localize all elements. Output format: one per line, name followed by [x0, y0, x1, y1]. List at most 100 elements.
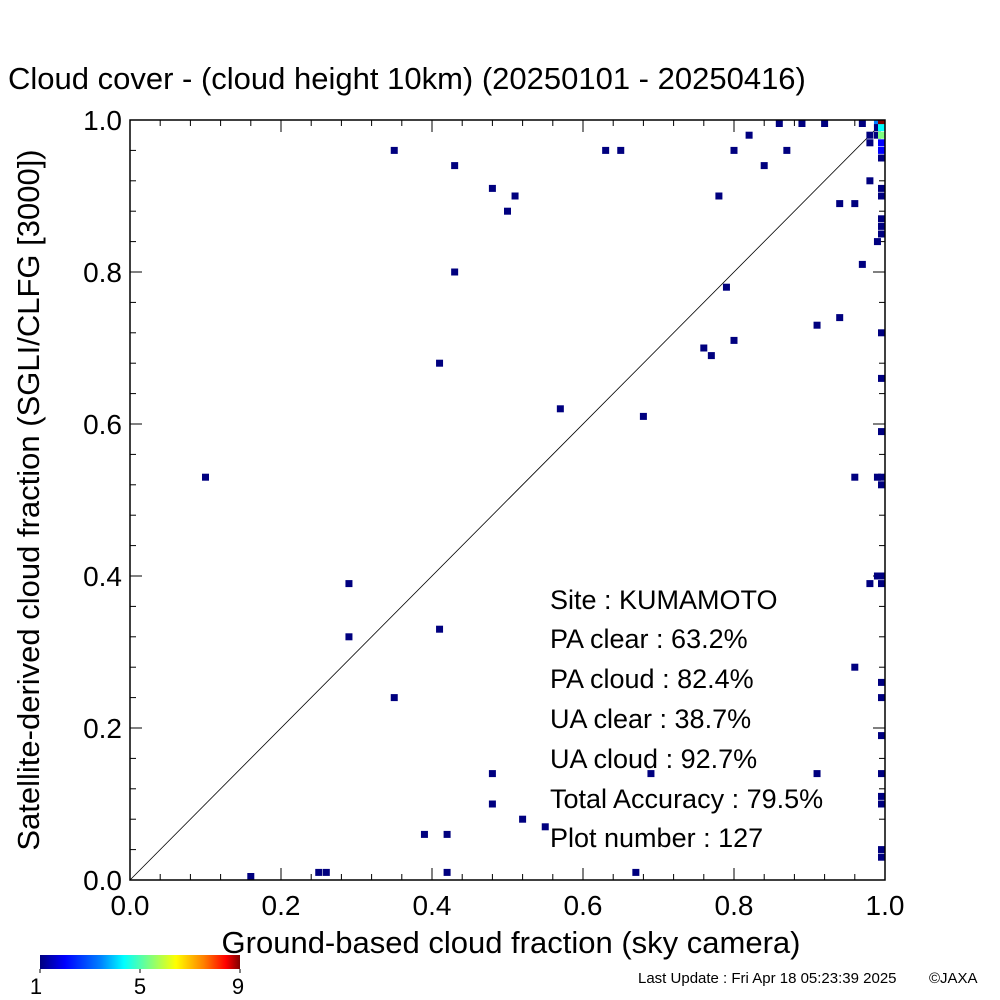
data-point: [878, 572, 885, 580]
x-tick-label: 0.6: [564, 890, 603, 921]
data-point: [632, 868, 640, 876]
data-point: [878, 154, 885, 162]
colorbar-min-label: 1: [30, 974, 42, 999]
data-point: [345, 580, 353, 588]
data-point: [878, 580, 885, 588]
data-point: [775, 120, 783, 127]
data-point: [647, 770, 655, 778]
data-point: [873, 124, 881, 132]
data-point: [858, 260, 866, 268]
data-point: [722, 283, 730, 291]
data-point: [878, 792, 885, 800]
data-point: [866, 580, 874, 588]
data-point: [602, 146, 610, 154]
data-point: [639, 412, 647, 420]
stat-pa-clear: PA clear : 63.2%: [550, 624, 748, 654]
data-point: [878, 846, 885, 854]
data-point: [873, 131, 881, 139]
stat-ua-cloud: UA cloud : 92.7%: [550, 744, 757, 774]
y-axis-label: Satellite-derived cloud fraction (SGLI/C…: [11, 149, 46, 850]
data-point: [798, 120, 806, 127]
one-to-one-line: [129, 119, 886, 881]
data-point: [878, 131, 885, 139]
data-point: [878, 481, 885, 489]
data-point: [878, 694, 885, 702]
data-point: [878, 124, 885, 132]
data-point: [443, 830, 451, 838]
colorbar-mid-label: 5: [134, 974, 146, 999]
data-point: [813, 321, 821, 329]
data-point: [878, 770, 885, 778]
y-tick-label: 1.0: [83, 105, 122, 136]
y-tick-label: 0.2: [83, 713, 122, 744]
data-point: [322, 868, 330, 876]
data-point: [866, 177, 874, 185]
data-point: [436, 359, 444, 367]
data-point: [878, 146, 885, 154]
x-tick-label: 0.2: [262, 890, 301, 921]
data-point: [247, 873, 255, 880]
data-point: [760, 162, 768, 170]
x-tick-label: 1.0: [866, 890, 905, 921]
data-point: [836, 314, 844, 322]
x-tick-labels: 0.0 0.2 0.4 0.6 0.8 1.0: [111, 890, 905, 921]
stats-box: Site : KUMAMOTO PA clear : 63.2% PA clou…: [550, 585, 823, 853]
data-point: [878, 120, 885, 127]
data-point: [519, 815, 527, 823]
data-point: [836, 200, 844, 208]
data-point: [878, 473, 885, 481]
data-point: [488, 770, 496, 778]
data-point: [315, 868, 323, 876]
colorbar: 1 5 9: [30, 955, 244, 999]
data-point: [730, 336, 738, 344]
stat-plot-number: Plot number : 127: [550, 823, 763, 853]
stat-ua-clear: UA clear : 38.7%: [550, 704, 751, 734]
data-point: [202, 473, 209, 481]
data-point: [878, 184, 885, 192]
data-point: [878, 329, 885, 337]
y-tick-label: 0.0: [83, 865, 122, 896]
plot-frame: [129, 119, 886, 881]
x-axis-label: Ground-based cloud fraction (sky camera): [222, 925, 801, 960]
data-point: [821, 120, 829, 127]
data-point: [873, 572, 881, 580]
data-point: [878, 732, 885, 740]
data-point: [451, 268, 459, 276]
data-point: [878, 374, 885, 382]
data-point: [873, 473, 881, 481]
data-point: [541, 823, 549, 831]
data-point: [813, 770, 821, 778]
data-point: [745, 131, 753, 139]
y-tick-label: 0.4: [83, 561, 122, 592]
data-point: [345, 633, 353, 641]
y-tick-labels: 0.0 0.2 0.4 0.6 0.8 1.0: [83, 105, 122, 896]
data-point: [873, 120, 881, 127]
data-point: [851, 200, 859, 208]
data-point: [390, 146, 398, 154]
data-point: [851, 473, 859, 481]
data-point: [436, 625, 444, 633]
data-point: [504, 207, 511, 215]
y-tick-label: 0.8: [83, 257, 122, 288]
data-point: [878, 215, 885, 223]
data-point: [556, 405, 564, 413]
x-tick-label: 0.0: [111, 890, 150, 921]
y-tick-label: 0.6: [83, 409, 122, 440]
data-point: [878, 222, 885, 230]
data-point: [858, 120, 866, 127]
data-point: [511, 192, 519, 200]
colorbar-max-label: 9: [232, 974, 244, 999]
data-point: [730, 146, 738, 154]
data-point: [866, 139, 874, 147]
data-point: [700, 344, 708, 352]
data-point: [443, 868, 451, 876]
data-point: [878, 853, 885, 861]
data-point: [617, 146, 625, 154]
data-point: [878, 192, 885, 200]
data-point: [715, 192, 723, 200]
data-point: [873, 238, 881, 246]
data-point: [866, 131, 874, 139]
chart-title: Cloud cover - (cloud height 10km) (20250…: [8, 61, 806, 96]
stat-pa-cloud: PA cloud : 82.4%: [550, 664, 754, 694]
